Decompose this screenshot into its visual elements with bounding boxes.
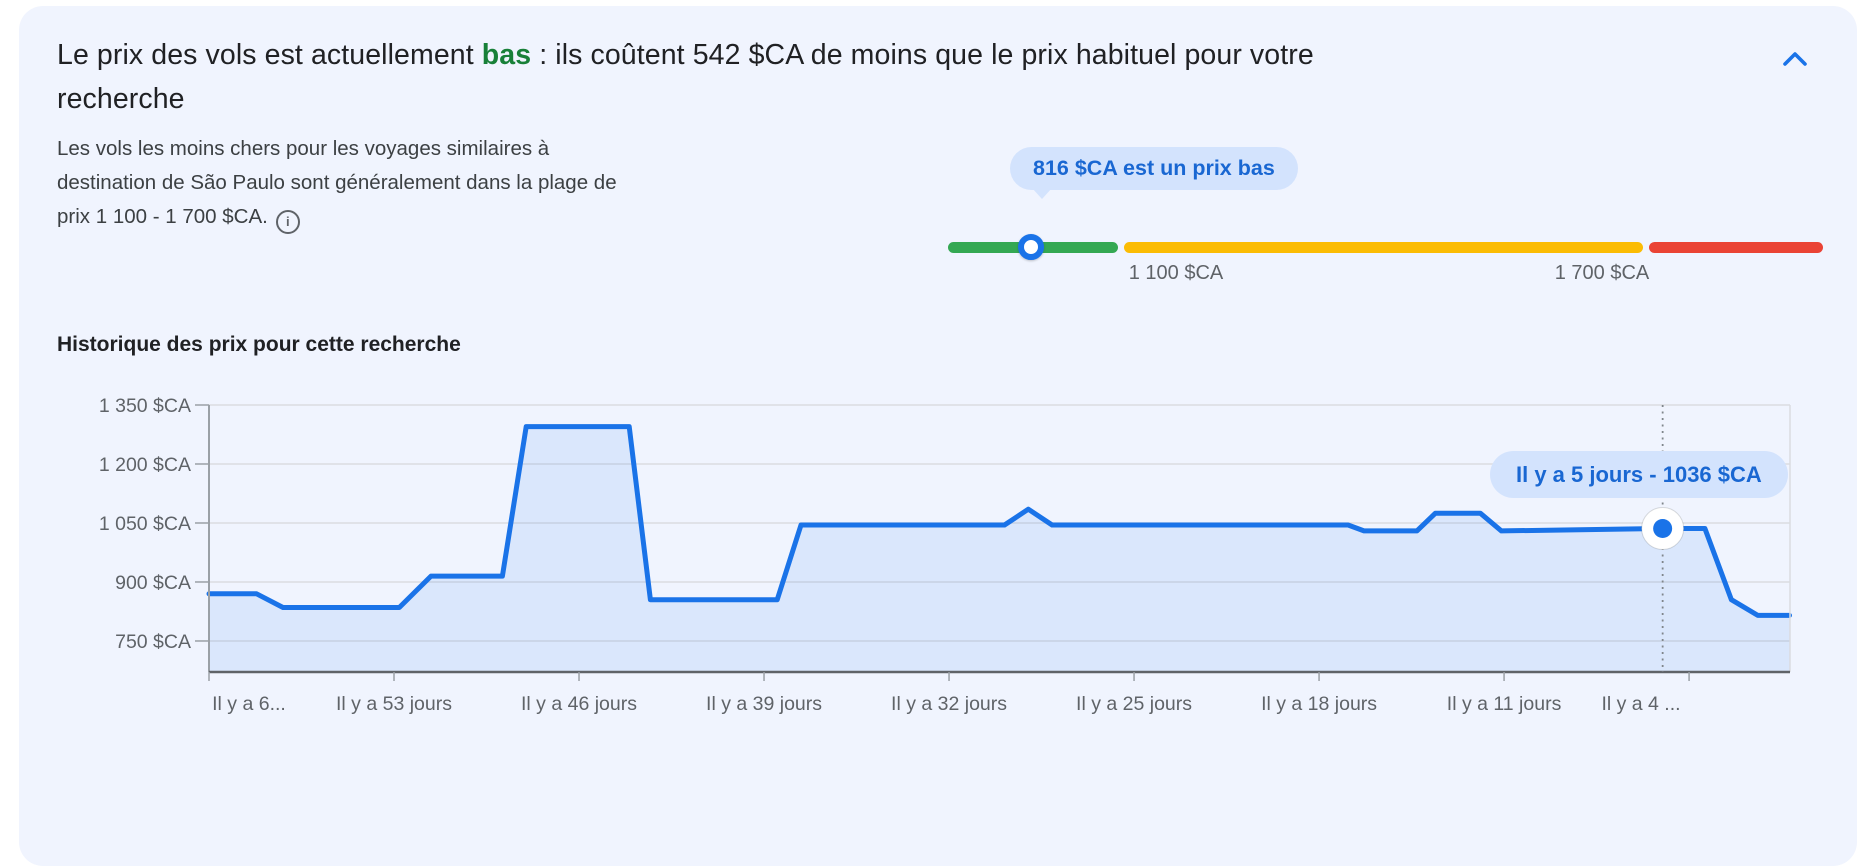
marker-dot[interactable] bbox=[1653, 518, 1673, 538]
gauge-handle[interactable] bbox=[1018, 234, 1044, 260]
x-tick-label: Il y a 11 jours bbox=[1447, 693, 1562, 715]
price-history-svg[interactable]: 1 350 $CA 1 200 $CA 1 050 $CA 900 $CA 750 $C… bbox=[19, 388, 1857, 738]
x-tick-label: Il y a 39 jours bbox=[706, 693, 822, 715]
y-tick-label: 750 $CA bbox=[115, 631, 191, 653]
y-tick-label: 1 200 $CA bbox=[99, 454, 191, 476]
y-tick-label: 900 $CA bbox=[115, 572, 191, 594]
title-prefix: Le prix des vols est actuellement bbox=[57, 39, 482, 71]
x-tick-label: Il y a 32 jours bbox=[891, 693, 1007, 715]
x-tick-label: Il y a 46 jours bbox=[521, 693, 637, 715]
y-tick-label: 1 050 $CA bbox=[99, 513, 191, 535]
gauge-tooltip: 816 $CA est un prix bas bbox=[1010, 147, 1298, 199]
x-tick-label: Il y a 18 jours bbox=[1261, 693, 1377, 715]
collapse-button[interactable] bbox=[1771, 36, 1819, 84]
price-area bbox=[209, 426, 1790, 672]
price-history-chart: 1 350 $CA 1 200 $CA 1 050 $CA 900 $CA 750 $C… bbox=[19, 388, 1857, 738]
description-text: Les vols les moins chers pour les voyage… bbox=[57, 137, 617, 228]
price-insights-card: Le prix des vols est actuellement bas : … bbox=[19, 6, 1857, 866]
x-tick-label: Il y a 4 ... bbox=[1601, 693, 1680, 715]
price-range-description: Les vols les moins chers pour les voyage… bbox=[57, 132, 642, 234]
gauge-typical-segment bbox=[1124, 242, 1643, 253]
y-tick-label: 1 350 $CA bbox=[99, 395, 191, 417]
gauge-high-segment bbox=[1649, 242, 1823, 253]
price-level-highlight: bas bbox=[481, 39, 532, 71]
info-icon[interactable] bbox=[275, 209, 300, 234]
insights-title: Le prix des vols est actuellement bas : … bbox=[57, 33, 1417, 121]
gauge-high-boundary-label: 1 700 $CA bbox=[1554, 262, 1650, 284]
chevron-up-icon bbox=[1783, 52, 1807, 66]
x-tick-label: Il y a 6... bbox=[212, 693, 286, 715]
title-suffix: : ils coûtent 542 $CA de moins que le pr… bbox=[57, 39, 1314, 115]
x-tick-label: Il y a 53 jours bbox=[336, 693, 452, 715]
gauge-tooltip-text: 816 $CA est un prix bas bbox=[1033, 156, 1275, 180]
x-tick-label: Il y a 25 jours bbox=[1076, 693, 1192, 715]
history-title: Historique des prix pour cette recherche bbox=[57, 333, 461, 356]
gauge-low-boundary-label: 1 100 $CA bbox=[1128, 262, 1224, 284]
chart-tooltip: Il y a 5 jours - 1036 $CA bbox=[1490, 451, 1788, 498]
